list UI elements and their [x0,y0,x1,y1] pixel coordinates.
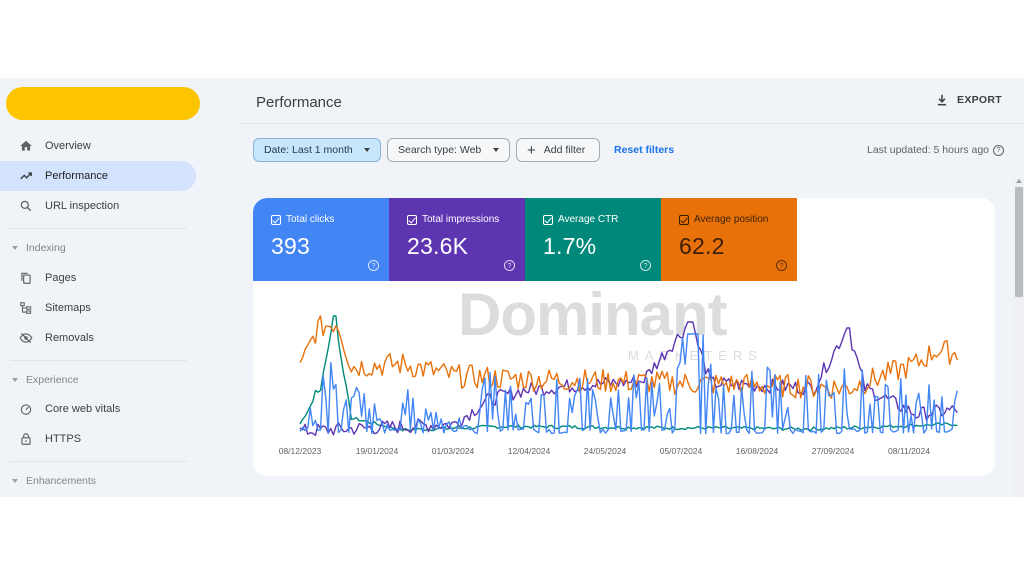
search-type-label: Search type: Web [398,144,482,156]
scroll-up-arrow-icon[interactable] [1016,179,1022,183]
dropdown-arrow-icon [364,148,370,152]
vertical-scrollbar[interactable] [1013,178,1024,497]
sidebar-divider [10,228,187,229]
section-label: Enhancements [26,475,97,487]
metric-tile-total-impressions[interactable]: Total impressions 23.6K ? [389,198,525,281]
export-label: EXPORT [957,94,1002,106]
series-line-average-ctr[interactable] [299,315,958,432]
sidebar-item-core-web-vitals[interactable]: Core web vitals [0,394,196,424]
download-icon [937,94,947,106]
removals-icon [18,330,34,346]
metric-label: Total clicks [286,214,335,225]
section-label: Indexing [26,242,66,254]
metric-label: Average CTR [558,214,619,225]
header-divider [240,123,1024,124]
export-button[interactable]: EXPORT [935,93,1002,107]
section-enhancements-toggle[interactable]: Enhancements [12,475,96,487]
add-filter-label: Add filter [543,144,586,156]
pages-icon [18,270,34,286]
main-content: Performance EXPORT Date: Last 1 month Se… [240,78,1024,497]
x-axis-tick-label: 08/12/2023 [278,446,322,456]
sidebar-item-label: Performance [45,170,108,182]
scrollbar-thumb[interactable] [1015,187,1023,297]
sidebar-item-performance[interactable]: Performance [0,161,196,191]
sidebar-item-pages[interactable]: Pages [0,263,196,293]
caret-down-icon [12,378,18,382]
metric-tile-average-ctr[interactable]: Average CTR 1.7% ? [525,198,661,281]
speedometer-icon [18,401,34,417]
sidebar-item-https[interactable]: HTTPS [0,424,196,454]
dropdown-arrow-icon [493,148,499,152]
checkbox-checked-icon[interactable] [679,214,689,225]
reset-filters-link[interactable]: Reset filters [614,144,675,156]
page-title: Performance [256,94,342,111]
metric-value: 62.2 [679,233,725,259]
last-updated-text: Last updated: 5 hours ago [866,144,989,156]
performance-line-chart[interactable]: Dominant MARKETERS 08/12/2023 19/01/2024 0… [253,281,995,476]
metric-label: Average position [694,214,769,225]
sidebar-item-overview[interactable]: Overview [0,131,196,161]
trending-up-icon [18,168,34,184]
metric-label: Total impressions [422,214,500,225]
x-axis-tick-label: 08/11/2024 [888,446,930,456]
sidebar-divider [10,461,187,462]
checkbox-checked-icon[interactable] [271,214,281,225]
date-filter-chip[interactable]: Date: Last 1 month [253,138,381,162]
sidebar-item-label: Removals [45,332,94,344]
x-axis-tick-label: 27/09/2024 [811,446,855,456]
series-line-total-impressions[interactable] [299,321,958,437]
help-icon[interactable]: ? [504,260,515,271]
sidebar-item-label: Sitemaps [45,302,91,314]
section-experience-toggle[interactable]: Experience [12,374,79,386]
help-icon[interactable]: ? [993,144,1004,156]
x-axis-tick-label: 01/03/2024 [431,446,475,456]
section-indexing-toggle[interactable]: Indexing [12,242,66,254]
sidebar-item-label: Overview [45,140,91,152]
sidebar-item-removals[interactable]: Removals [0,323,196,353]
sitemap-icon [18,300,34,316]
caret-down-icon [12,246,18,250]
help-icon[interactable]: ? [640,260,651,271]
metric-value: 1.7% [543,233,597,259]
checkbox-checked-icon[interactable] [407,214,417,225]
chart-lines [299,315,958,437]
brand-logo-placeholder[interactable] [6,87,200,120]
lock-icon [18,431,34,447]
home-icon [18,138,34,154]
metric-tile-total-clicks[interactable]: Total clicks 393 ? [253,198,389,281]
x-axis-tick-label: 19/01/2024 [355,446,399,456]
sidebar-item-label: Core web vitals [45,403,121,415]
caret-down-icon [12,479,18,483]
performance-card: Total clicks 393 ? Total impressions 23.… [253,198,995,476]
help-icon[interactable]: ? [368,260,379,271]
date-filter-label: Date: Last 1 month [264,144,353,156]
sidebar: Overview Performance URL inspection Inde… [0,78,210,497]
series-line-total-clicks[interactable] [299,333,958,435]
search-icon [18,198,34,214]
add-filter-button[interactable]: + Add filter [516,138,600,162]
x-axis-tick-label: 16/08/2024 [735,446,779,456]
sidebar-item-label: HTTPS [45,433,82,445]
plus-icon: + [527,141,536,159]
metric-tile-average-position[interactable]: Average position 62.2 ? [661,198,797,281]
sidebar-divider [10,360,187,361]
sidebar-item-label: URL inspection [45,200,120,212]
help-icon[interactable]: ? [776,260,787,271]
sidebar-item-url-inspection[interactable]: URL inspection [0,191,196,221]
metric-value: 23.6K [407,233,469,259]
x-axis-tick-label: 24/05/2024 [583,446,627,456]
sidebar-item-sitemaps[interactable]: Sitemaps [0,293,196,323]
search-console-window: Overview Performance URL inspection Inde… [0,78,1024,497]
checkbox-checked-icon[interactable] [543,214,553,225]
series-line-average-position[interactable] [299,315,958,400]
x-axis-tick-label: 05/07/2024 [659,446,703,456]
section-label: Experience [26,374,79,386]
sidebar-item-label: Pages [45,272,77,284]
metric-value: 393 [271,233,310,259]
search-type-filter-chip[interactable]: Search type: Web [387,138,510,162]
x-axis-tick-label: 12/04/2024 [507,446,551,456]
last-updated-status: Last updated: 5 hours ago ? [867,144,1004,156]
